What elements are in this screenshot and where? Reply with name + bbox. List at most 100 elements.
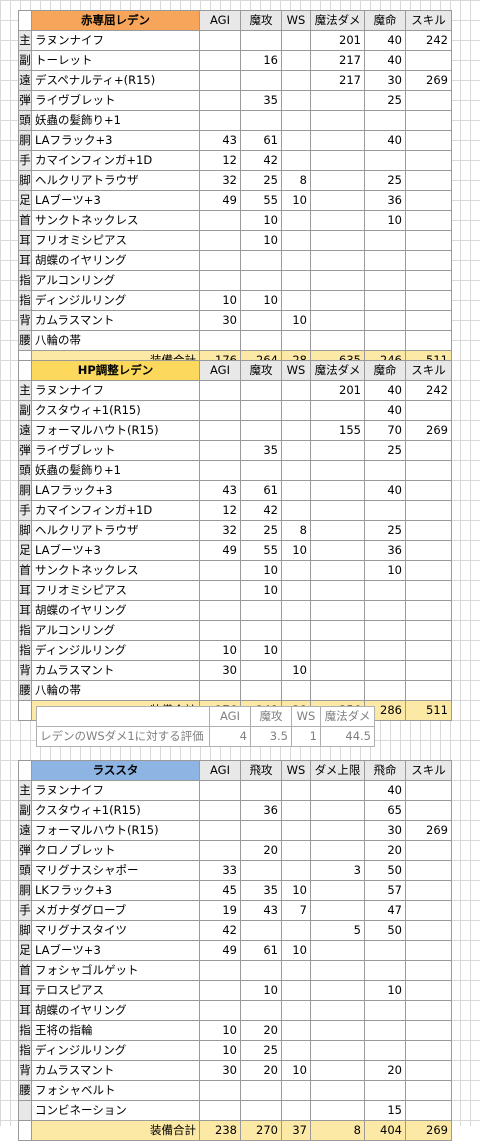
stat-value-cell[interactable]: 10 [240, 230, 282, 251]
slot-cell[interactable]: 指 [18, 270, 32, 291]
stat-value-cell[interactable] [310, 800, 365, 821]
stat-value-cell[interactable] [364, 310, 406, 331]
stat-value-cell[interactable] [310, 680, 365, 701]
stat-value-cell[interactable] [199, 980, 241, 1001]
stat-value-cell[interactable] [364, 680, 406, 701]
item-name-cell[interactable]: クスタウィ+1(R15) [31, 800, 200, 821]
stat-value-cell[interactable] [364, 250, 406, 271]
stat-value-cell[interactable] [310, 1000, 365, 1021]
column-header-cell[interactable]: 飛攻 [240, 760, 282, 781]
stat-value-cell[interactable] [310, 980, 365, 1001]
slot-cell[interactable]: 足 [18, 940, 32, 961]
item-name-cell[interactable]: フリオミシピアス [31, 230, 200, 251]
item-name-cell[interactable]: サンクトネックレス [31, 560, 200, 581]
slot-cell[interactable]: 指 [18, 290, 32, 311]
stat-value-cell[interactable] [199, 840, 241, 861]
stat-value-cell[interactable] [240, 110, 282, 131]
stat-value-cell[interactable]: 10 [281, 660, 311, 681]
stat-value-cell[interactable] [281, 130, 311, 151]
stat-value-cell[interactable] [240, 1000, 282, 1021]
stat-value-cell[interactable] [199, 1100, 241, 1121]
stat-value-cell[interactable]: 269 [405, 70, 452, 91]
stat-value-cell[interactable] [405, 90, 452, 111]
item-name-cell[interactable]: カマインフィンガ+1D [31, 150, 200, 171]
column-header-cell[interactable]: AGI [199, 10, 241, 31]
stat-value-cell[interactable] [405, 840, 452, 861]
stat-value-cell[interactable]: 30 [199, 1060, 241, 1081]
stat-value-cell[interactable] [281, 110, 311, 131]
stat-value-cell[interactable] [364, 460, 406, 481]
slot-cell[interactable]: 指 [18, 620, 32, 641]
corner-cell[interactable] [18, 10, 32, 31]
stat-value-cell[interactable]: 25 [364, 170, 406, 191]
item-name-cell[interactable]: クロノブレット [31, 840, 200, 861]
slot-cell[interactable]: 脚 [18, 920, 32, 941]
stat-value-cell[interactable] [364, 640, 406, 661]
slot-cell[interactable]: 首 [18, 210, 32, 231]
stat-value-cell[interactable] [364, 290, 406, 311]
stat-value-cell[interactable]: 45 [199, 880, 241, 901]
evaluation-header-cell[interactable]: 魔法ダメ [320, 706, 375, 727]
stat-value-cell[interactable]: 10 [240, 210, 282, 231]
stat-value-cell[interactable]: 8 [281, 170, 311, 191]
item-name-cell[interactable]: トーレット [31, 50, 200, 71]
column-header-cell[interactable]: スキル [405, 760, 452, 781]
stat-value-cell[interactable]: 49 [199, 940, 241, 961]
stat-value-cell[interactable] [310, 840, 365, 861]
column-header-cell[interactable]: スキル [405, 10, 452, 31]
stat-value-cell[interactable]: 10 [240, 640, 282, 661]
stat-value-cell[interactable] [310, 520, 365, 541]
stat-value-cell[interactable] [310, 210, 365, 231]
stat-value-cell[interactable] [240, 620, 282, 641]
stat-value-cell[interactable]: 10 [199, 640, 241, 661]
stat-value-cell[interactable]: 43 [199, 480, 241, 501]
evaluation-corner-cell[interactable] [36, 706, 210, 727]
stat-value-cell[interactable]: 40 [364, 780, 406, 801]
stat-value-cell[interactable]: 40 [364, 380, 406, 401]
item-name-cell[interactable]: 八輪の帯 [31, 330, 200, 351]
stat-value-cell[interactable] [240, 70, 282, 91]
stat-value-cell[interactable] [281, 270, 311, 291]
stat-value-cell[interactable] [310, 1020, 365, 1041]
stat-value-cell[interactable]: 36 [364, 540, 406, 561]
stat-value-cell[interactable] [281, 960, 311, 981]
slot-cell[interactable]: 耳 [18, 1000, 32, 1021]
stat-value-cell[interactable] [281, 840, 311, 861]
stat-value-cell[interactable] [405, 600, 452, 621]
item-name-cell[interactable]: 妖蟲の髪飾り+1 [31, 460, 200, 481]
slot-cell[interactable]: 指 [18, 1020, 32, 1041]
stat-value-cell[interactable] [405, 130, 452, 151]
stat-value-cell[interactable] [281, 1100, 311, 1121]
item-name-cell[interactable]: デスペナルティ+(R15) [31, 70, 200, 91]
item-name-cell[interactable]: 王将の指輪 [31, 1020, 200, 1041]
stat-value-cell[interactable] [405, 250, 452, 271]
evaluation-header-cell[interactable]: WS [291, 706, 321, 727]
stat-value-cell[interactable] [310, 330, 365, 351]
stat-value-cell[interactable]: 5 [310, 920, 365, 941]
stat-value-cell[interactable] [364, 1040, 406, 1061]
slot-cell[interactable]: 頭 [18, 460, 32, 481]
column-header-cell[interactable]: 飛命 [364, 760, 406, 781]
stat-value-cell[interactable] [405, 1100, 452, 1121]
stat-value-cell[interactable] [199, 800, 241, 821]
item-name-cell[interactable]: ヘルクリアトラウザ [31, 520, 200, 541]
slot-cell[interactable]: 腰 [18, 1080, 32, 1101]
item-name-cell[interactable]: 胡蝶のイヤリング [31, 600, 200, 621]
item-name-cell[interactable]: フォーマルハウト(R15) [31, 820, 200, 841]
stat-value-cell[interactable] [405, 680, 452, 701]
stat-value-cell[interactable] [310, 480, 365, 501]
stat-value-cell[interactable] [281, 150, 311, 171]
column-header-cell[interactable]: 魔命 [364, 10, 406, 31]
stat-value-cell[interactable] [199, 820, 241, 841]
stat-value-cell[interactable] [199, 210, 241, 231]
stat-value-cell[interactable] [240, 400, 282, 421]
stat-value-cell[interactable] [240, 660, 282, 681]
slot-cell[interactable]: 副 [18, 800, 32, 821]
stat-value-cell[interactable] [281, 860, 311, 881]
stat-value-cell[interactable]: 217 [310, 50, 365, 71]
stat-value-cell[interactable]: 40 [364, 50, 406, 71]
stat-value-cell[interactable] [405, 640, 452, 661]
stat-value-cell[interactable] [281, 250, 311, 271]
column-header-cell[interactable]: WS [281, 760, 311, 781]
stat-value-cell[interactable] [405, 880, 452, 901]
